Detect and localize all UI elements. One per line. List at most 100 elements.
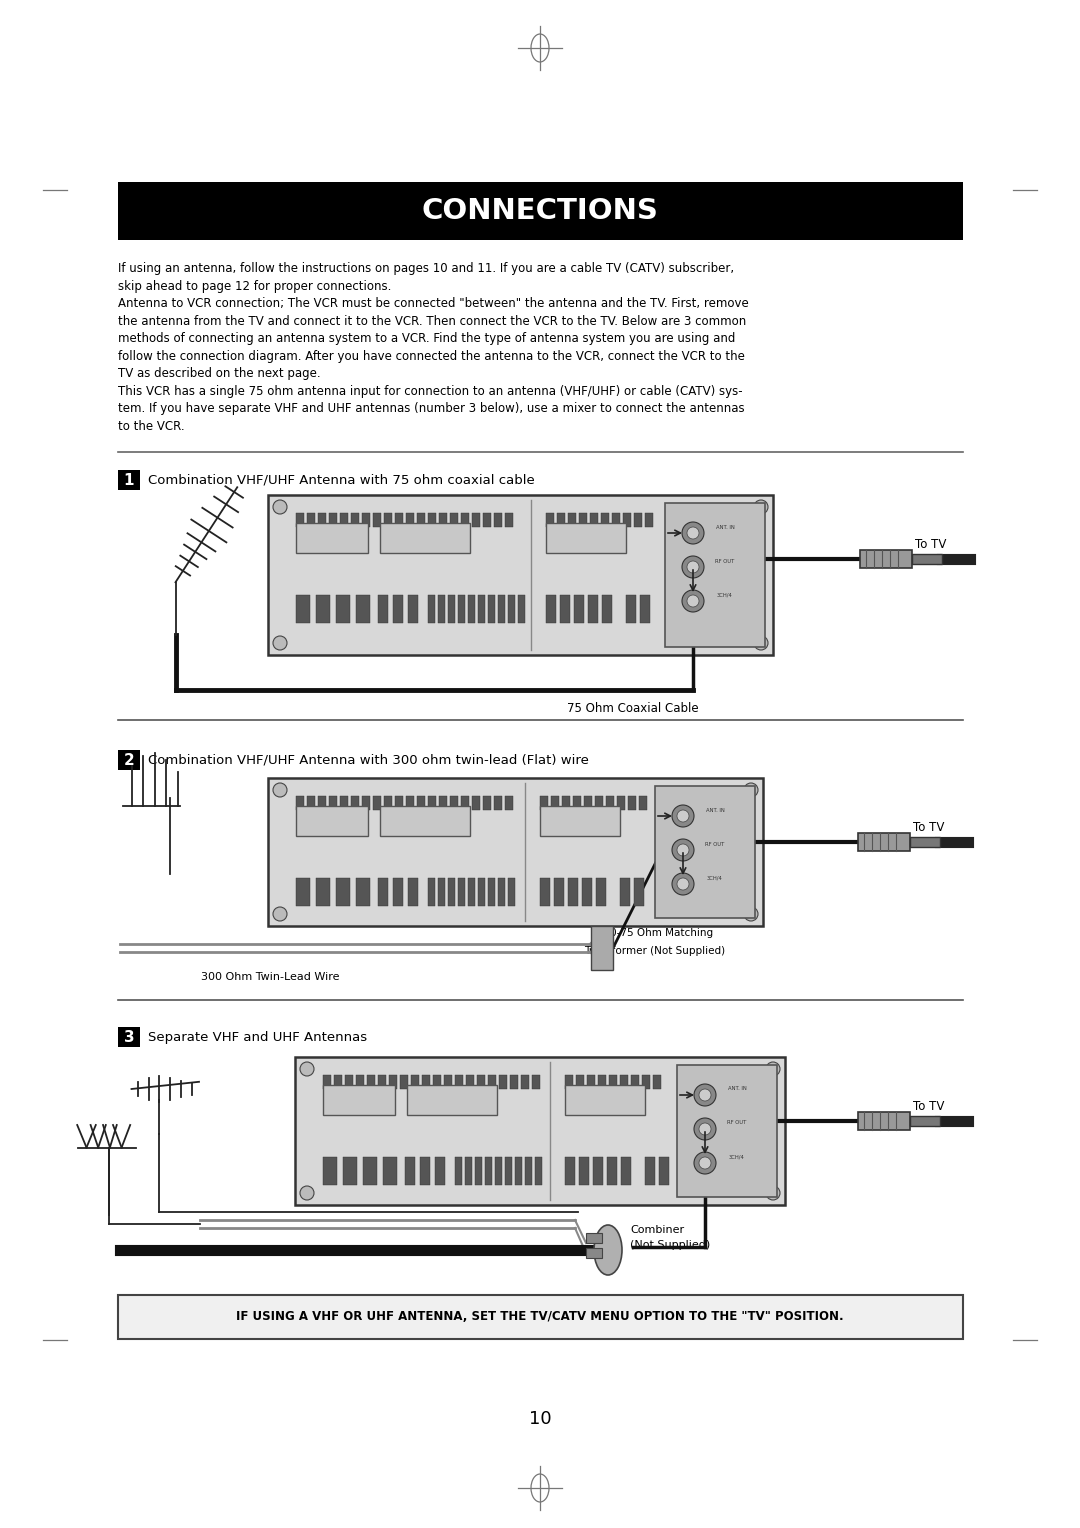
Bar: [340, 513, 348, 527]
Bar: [602, 594, 611, 623]
Bar: [323, 1085, 395, 1115]
Bar: [591, 926, 613, 970]
Bar: [540, 796, 549, 810]
Circle shape: [744, 782, 758, 798]
Bar: [438, 796, 447, 810]
Bar: [565, 1085, 645, 1115]
Bar: [532, 1076, 540, 1089]
Bar: [458, 594, 465, 623]
Bar: [465, 1157, 472, 1186]
Bar: [395, 513, 403, 527]
Bar: [535, 1157, 542, 1186]
Text: 3: 3: [124, 1030, 134, 1045]
Bar: [488, 1076, 496, 1089]
Circle shape: [677, 843, 689, 856]
Bar: [483, 513, 491, 527]
Bar: [378, 1076, 386, 1089]
Bar: [495, 1157, 502, 1186]
Bar: [468, 879, 475, 906]
Bar: [631, 1076, 638, 1089]
Bar: [639, 594, 649, 623]
Text: methods of connecting an antenna system to a VCR. Find the type of antenna syste: methods of connecting an antenna system …: [118, 332, 735, 345]
Bar: [639, 796, 647, 810]
Bar: [458, 879, 465, 906]
Bar: [316, 594, 330, 623]
Bar: [654, 785, 755, 918]
Bar: [406, 513, 414, 527]
Bar: [268, 495, 773, 656]
Text: 2: 2: [123, 752, 134, 767]
Circle shape: [766, 1186, 780, 1199]
Circle shape: [681, 523, 704, 544]
Bar: [343, 1157, 357, 1186]
Bar: [596, 879, 606, 906]
Circle shape: [672, 839, 694, 860]
Bar: [468, 594, 475, 623]
Bar: [593, 926, 599, 970]
Bar: [483, 796, 491, 810]
Bar: [586, 1233, 602, 1242]
Bar: [380, 523, 470, 553]
Circle shape: [681, 590, 704, 613]
Circle shape: [677, 879, 689, 889]
Bar: [545, 594, 555, 623]
Circle shape: [273, 636, 287, 649]
Bar: [323, 1157, 337, 1186]
Bar: [380, 805, 470, 836]
Bar: [428, 594, 435, 623]
Bar: [611, 513, 620, 527]
Circle shape: [694, 1152, 716, 1174]
Bar: [600, 513, 609, 527]
Bar: [505, 513, 513, 527]
Text: 3CH/4: 3CH/4: [717, 593, 733, 597]
Bar: [323, 1076, 330, 1089]
Bar: [593, 1157, 603, 1186]
Bar: [591, 926, 597, 970]
Bar: [118, 1296, 963, 1339]
Circle shape: [681, 556, 704, 578]
Bar: [525, 1157, 532, 1186]
Text: 1: 1: [124, 472, 134, 487]
Bar: [378, 594, 388, 623]
Bar: [455, 1076, 463, 1089]
Bar: [618, 796, 625, 810]
Bar: [329, 796, 337, 810]
Circle shape: [694, 1083, 716, 1106]
Bar: [316, 879, 330, 906]
Bar: [860, 550, 912, 568]
Bar: [438, 594, 445, 623]
Text: 300 Ohm Twin-Lead Wire: 300 Ohm Twin-Lead Wire: [201, 972, 339, 983]
Bar: [573, 796, 581, 810]
Circle shape: [687, 594, 699, 607]
Bar: [408, 879, 418, 906]
Bar: [472, 796, 480, 810]
Circle shape: [687, 561, 699, 573]
Bar: [373, 796, 381, 810]
Bar: [620, 1076, 627, 1089]
Text: tem. If you have separate VHF and UHF antennas (number 3 below), use a mixer to : tem. If you have separate VHF and UHF an…: [118, 402, 744, 416]
Text: skip ahead to page 12 for proper connections.: skip ahead to page 12 for proper connect…: [118, 280, 391, 292]
Text: follow the connection diagram. After you have connected the antenna to the VCR, : follow the connection diagram. After you…: [118, 350, 745, 362]
Bar: [625, 594, 636, 623]
Bar: [472, 513, 480, 527]
Bar: [540, 805, 620, 836]
Bar: [450, 513, 458, 527]
Bar: [498, 594, 505, 623]
Text: Combiner: Combiner: [630, 1225, 684, 1235]
Bar: [621, 1157, 631, 1186]
Bar: [362, 513, 370, 527]
Bar: [455, 1157, 462, 1186]
Circle shape: [273, 500, 287, 513]
Text: Combination VHF/UHF Antenna with 300 ohm twin-lead (Flat) wire: Combination VHF/UHF Antenna with 300 ohm…: [148, 753, 589, 767]
Bar: [521, 1076, 529, 1089]
Bar: [408, 594, 418, 623]
Text: 300-75 Ohm Matching: 300-75 Ohm Matching: [597, 927, 713, 938]
Bar: [565, 1157, 575, 1186]
Circle shape: [672, 805, 694, 827]
Bar: [498, 879, 505, 906]
Bar: [494, 513, 502, 527]
Bar: [268, 778, 762, 926]
Circle shape: [754, 636, 768, 649]
Text: 3CH/4: 3CH/4: [729, 1155, 745, 1160]
Bar: [912, 555, 942, 564]
